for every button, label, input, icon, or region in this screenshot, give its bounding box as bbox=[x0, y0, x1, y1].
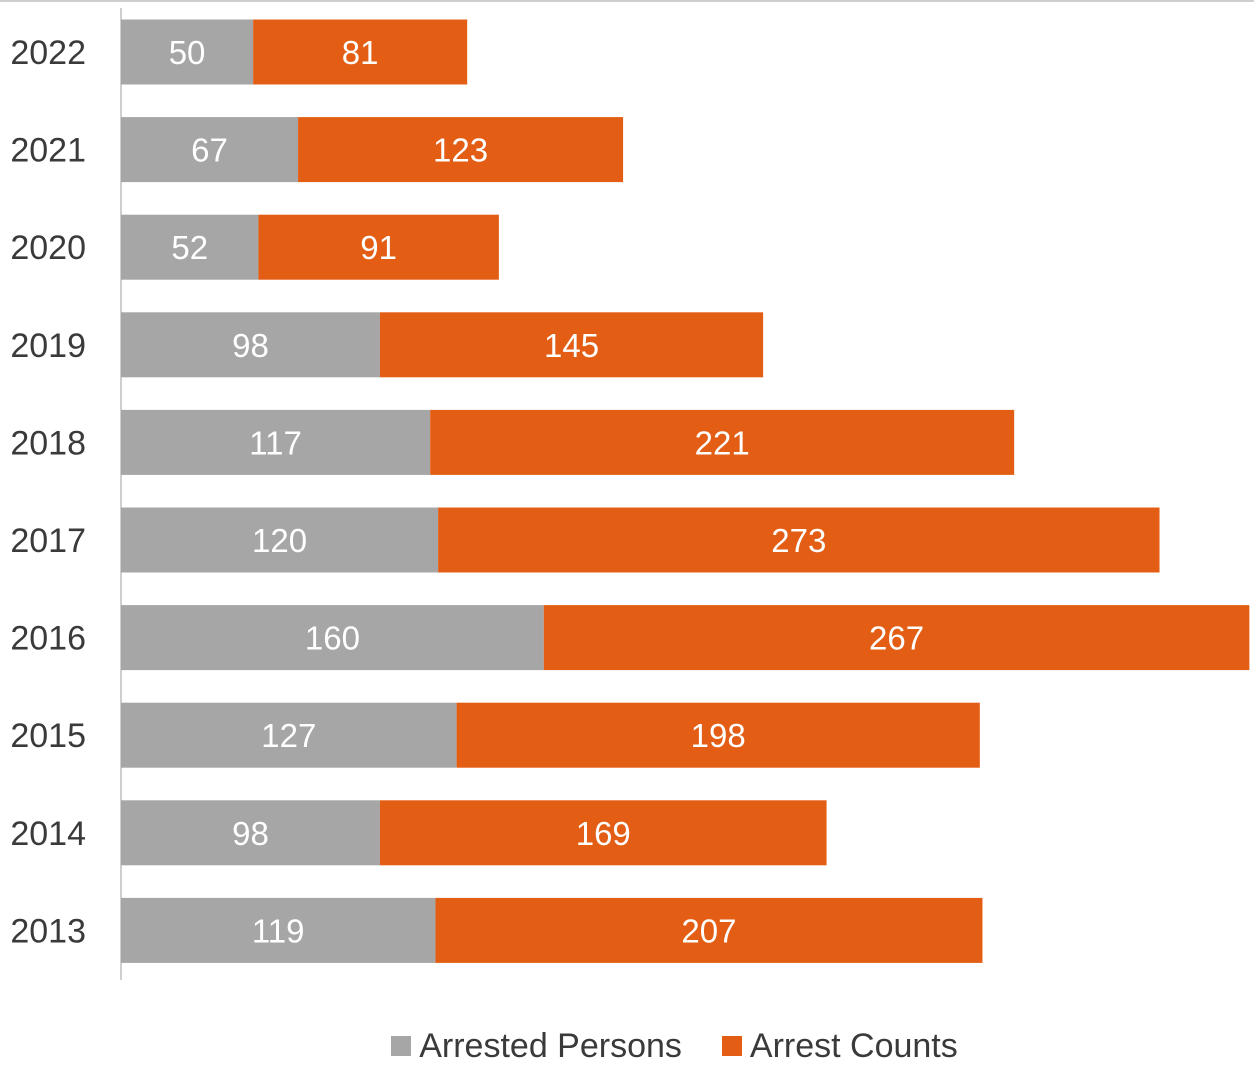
bar-segment-series-0 bbox=[121, 117, 299, 183]
data-label: 123 bbox=[433, 132, 488, 169]
y-tick-label: 2020 bbox=[10, 229, 86, 267]
legend-label-series-1: Arrest Counts bbox=[749, 1027, 958, 1065]
data-label: 198 bbox=[691, 717, 746, 754]
data-label: 127 bbox=[261, 717, 316, 754]
data-label: 81 bbox=[342, 34, 379, 71]
bar-segment-series-0 bbox=[121, 605, 544, 671]
bar-segment-series-0 bbox=[121, 702, 457, 768]
bar-segment-series-1 bbox=[435, 897, 983, 963]
y-tick-label: 2022 bbox=[10, 34, 86, 72]
bars-group: 2022 50 81 2021 67 123 2020 52 91 2019 98 145 2018 11… bbox=[10, 19, 1250, 963]
legend-label-series-0: Arrested Persons bbox=[419, 1027, 682, 1065]
data-label: 91 bbox=[360, 229, 397, 266]
bar-segment-series-0 bbox=[121, 19, 254, 85]
bar-segment-series-0 bbox=[121, 409, 431, 475]
y-tick-label: 2015 bbox=[10, 717, 86, 755]
y-tick-label: 2013 bbox=[10, 912, 86, 950]
bar-segment-series-1 bbox=[456, 702, 980, 768]
data-label: 117 bbox=[249, 424, 302, 461]
data-label: 120 bbox=[252, 522, 307, 559]
data-label: 50 bbox=[169, 34, 206, 71]
data-label: 273 bbox=[771, 522, 826, 559]
bar-segment-series-1 bbox=[258, 214, 499, 280]
bar-segment-series-0 bbox=[121, 897, 436, 963]
y-tick-label: 2017 bbox=[10, 522, 86, 560]
bar-segment-series-1 bbox=[430, 409, 1015, 475]
y-tick-label: 2018 bbox=[10, 424, 86, 462]
data-label: 169 bbox=[576, 815, 631, 852]
bar-segment-series-1 bbox=[543, 605, 1250, 671]
data-label: 98 bbox=[232, 327, 269, 364]
legend-item-series-1: Arrest Counts bbox=[721, 1026, 958, 1066]
y-tick-label: 2019 bbox=[10, 327, 86, 365]
data-label: 267 bbox=[869, 620, 924, 657]
bar-segment-series-1 bbox=[379, 800, 827, 866]
legend-swatch-series-1 bbox=[721, 1036, 742, 1056]
data-label: 145 bbox=[544, 327, 599, 364]
data-label: 98 bbox=[232, 815, 269, 852]
bar-segment-series-1 bbox=[379, 312, 764, 378]
data-label: 221 bbox=[695, 424, 750, 461]
data-label: 160 bbox=[305, 620, 360, 657]
data-label: 207 bbox=[681, 912, 736, 949]
bar-segment-series-1 bbox=[438, 507, 1160, 573]
y-tick-label: 2021 bbox=[10, 132, 86, 170]
bar-segment-series-1 bbox=[253, 19, 468, 85]
bar-segment-series-0 bbox=[121, 507, 439, 573]
legend-item-series-0: Arrested Persons bbox=[391, 1026, 682, 1066]
legend: Arrested Persons Arrest Counts bbox=[0, 1026, 1254, 1066]
bar-segment-series-1 bbox=[298, 117, 624, 183]
data-label: 67 bbox=[191, 132, 228, 169]
legend-swatch-series-0 bbox=[391, 1036, 412, 1056]
data-label: 119 bbox=[252, 912, 305, 949]
y-tick-label: 2016 bbox=[10, 620, 86, 658]
y-tick-label: 2014 bbox=[10, 815, 86, 853]
bar-segment-series-0 bbox=[121, 214, 259, 280]
data-label: 52 bbox=[171, 229, 208, 266]
bar-segment-series-0 bbox=[121, 800, 380, 866]
bar-segment-series-0 bbox=[121, 312, 380, 378]
